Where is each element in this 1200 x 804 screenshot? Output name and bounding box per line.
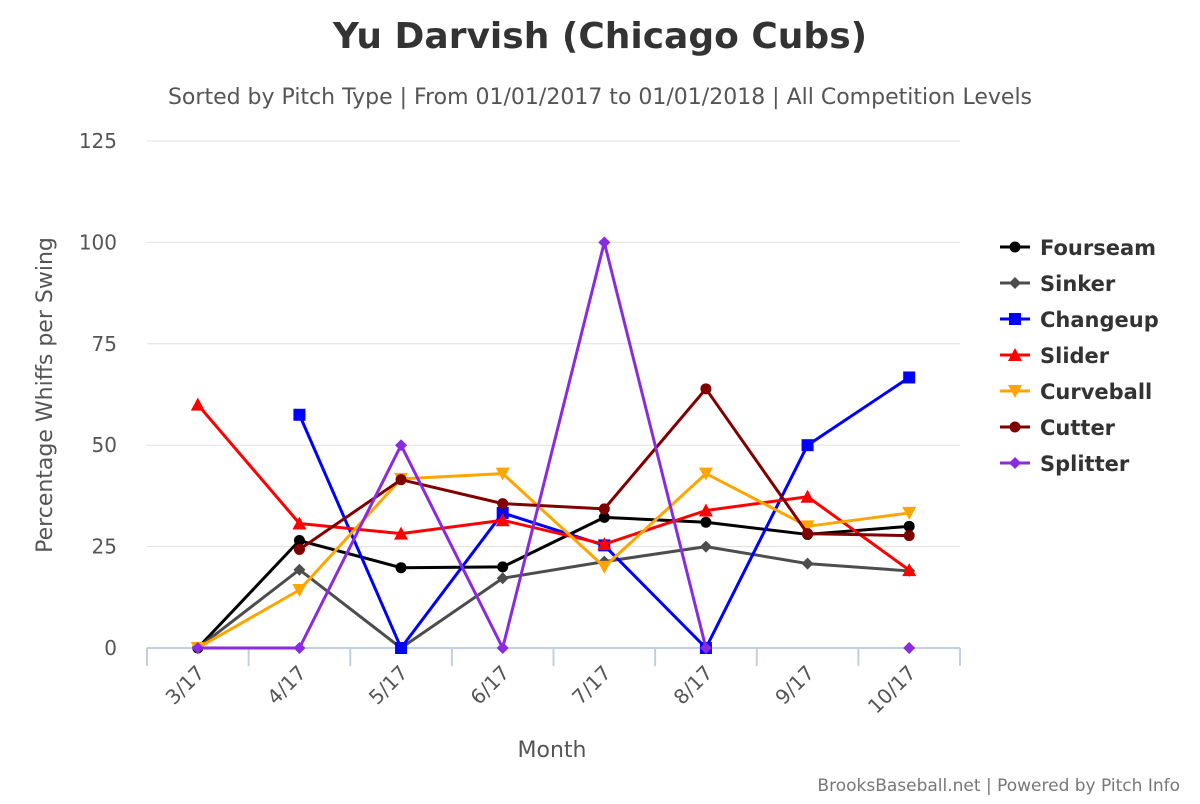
x-tick-label: 7/17	[567, 661, 616, 710]
legend-label: Fourseam	[1040, 236, 1156, 260]
y-axis-title: Percentage Whiffs per Swing	[33, 237, 58, 553]
legend-marker	[1009, 421, 1021, 433]
data-point-splitter	[699, 642, 712, 654]
x-tick-label: 6/17	[465, 661, 514, 710]
data-point-fourseam	[598, 511, 610, 523]
data-point-sinker	[496, 572, 509, 585]
data-point-changeup	[496, 506, 509, 519]
legend-label: Changeup	[1040, 308, 1159, 332]
data-point-curveball	[597, 560, 612, 574]
data-point-curveball	[800, 520, 815, 534]
x-axis-title: Month	[518, 738, 587, 763]
legend-item-fourseam: Fourseam	[1000, 236, 1156, 260]
y-tick-label: 75	[92, 332, 117, 356]
axes: 0 25 50 75 100 125 3/17 4/17 5/17 6/17 7/17 8/17 9/1…	[79, 129, 961, 719]
data-point-changeup	[903, 371, 916, 384]
legend-label: Cutter	[1040, 416, 1116, 440]
y-tick-label: 50	[92, 433, 117, 457]
legend-item-cutter: Cutter	[1000, 416, 1116, 440]
y-tick-label: 25	[92, 535, 117, 559]
legend: Fourseam Sinker Changeup Slider Curveball Cut…	[1000, 236, 1159, 476]
data-point-curveball	[698, 467, 713, 481]
legend-item-changeup: Changeup	[1000, 308, 1159, 332]
data-point-sinker	[699, 540, 712, 553]
data-point-sinker	[293, 563, 306, 576]
data-point-cutter	[802, 528, 814, 540]
legend-label: Curveball	[1040, 380, 1152, 404]
chart-subtitle: Sorted by Pitch Type | From 01/01/2017 t…	[168, 85, 1032, 110]
data-point-slider	[902, 563, 917, 577]
series-line-fourseam	[196, 515, 910, 650]
data-point-slider	[800, 489, 815, 503]
x-tick-label: 5/17	[364, 661, 413, 710]
data-point-splitter	[598, 236, 611, 249]
data-point-sinker	[801, 557, 814, 570]
x-tick-label: 10/17	[863, 661, 921, 719]
series-curveball	[190, 467, 917, 655]
data-point-changeup	[395, 642, 408, 654]
series-line-slider	[196, 403, 911, 572]
series-splitter	[191, 236, 916, 654]
series-cutter	[293, 383, 915, 555]
series-line-curveball	[197, 472, 910, 650]
y-tick-label: 125	[79, 129, 117, 153]
data-point-slider	[495, 513, 510, 527]
series-slider	[190, 397, 917, 577]
data-point-slider	[698, 503, 713, 517]
series-sinker	[191, 540, 916, 654]
data-point-slider	[292, 516, 307, 530]
data-point-changeup	[293, 408, 306, 421]
y-tick-label: 100	[79, 230, 117, 254]
chart-credits: BrooksBaseball.net | Powered by Pitch In…	[817, 776, 1180, 796]
grid-lines	[147, 140, 960, 548]
data-point-cutter	[598, 503, 610, 515]
legend-label: Splitter	[1040, 452, 1130, 476]
data-point-cutter	[497, 498, 509, 510]
legend-marker	[1009, 313, 1021, 325]
data-point-slider	[190, 397, 205, 411]
y-tick-label: 0	[104, 636, 117, 660]
legend-marker	[1009, 241, 1021, 253]
data-point-curveball	[292, 583, 307, 597]
data-point-cutter	[700, 383, 712, 395]
data-point-cutter	[395, 474, 407, 486]
legend-item-curveball: Curveball	[1000, 380, 1152, 404]
data-point-fourseam	[903, 520, 915, 532]
legend-marker	[1008, 385, 1022, 398]
legend-marker	[1008, 348, 1022, 361]
data-point-splitter	[293, 642, 306, 654]
x-tick-label: 3/17	[161, 661, 210, 710]
series-layer	[190, 236, 917, 655]
legend-label: Slider	[1040, 344, 1110, 368]
data-point-fourseam	[293, 535, 305, 547]
chart-title: Yu Darvish (Chicago Cubs)	[332, 16, 867, 57]
legend-marker	[1009, 277, 1021, 289]
data-point-fourseam	[395, 562, 407, 574]
x-tick-label: 8/17	[669, 661, 718, 710]
legend-item-slider: Slider	[1000, 344, 1110, 368]
series-line-sinker	[196, 545, 910, 650]
data-point-splitter	[191, 642, 204, 654]
data-point-splitter	[496, 642, 509, 654]
legend-item-splitter: Splitter	[1000, 452, 1130, 476]
data-point-slider	[597, 537, 612, 551]
x-tick-label: 9/17	[770, 661, 819, 710]
series-line-splitter	[197, 240, 708, 650]
legend-marker	[1009, 457, 1021, 469]
data-point-changeup	[801, 439, 814, 452]
data-point-cutter	[903, 530, 915, 542]
data-point-slider	[394, 526, 409, 540]
data-point-splitter	[903, 642, 916, 654]
data-point-cutter	[293, 543, 305, 555]
legend-item-sinker: Sinker	[1000, 272, 1116, 296]
data-point-fourseam	[700, 516, 712, 528]
data-point-splitter	[395, 439, 408, 452]
data-point-curveball	[902, 506, 917, 520]
data-point-fourseam	[497, 561, 509, 573]
legend-label: Sinker	[1040, 272, 1116, 296]
data-point-curveball	[495, 467, 510, 481]
x-tick-label: 4/17	[262, 661, 311, 710]
